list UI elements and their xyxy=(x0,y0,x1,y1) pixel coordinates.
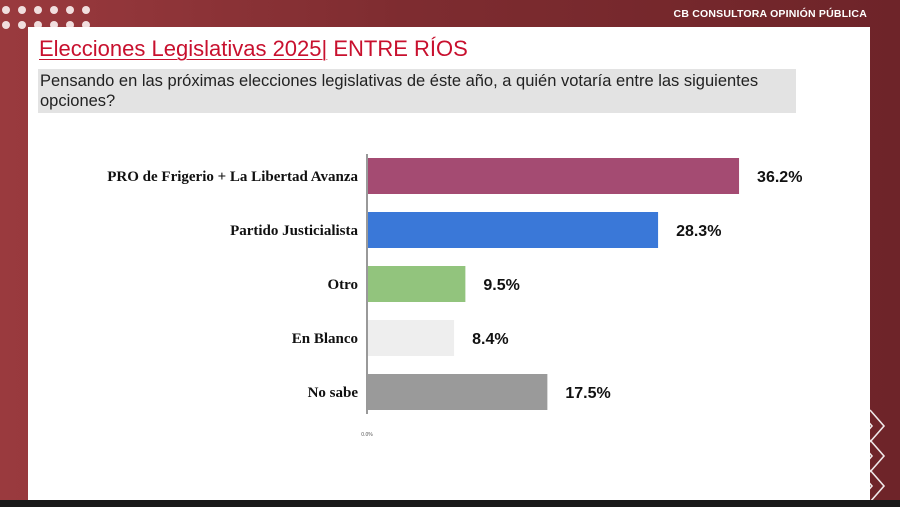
value-label: 17.5% xyxy=(565,385,610,402)
value-label: 9.5% xyxy=(483,277,519,294)
bar xyxy=(368,320,455,356)
bar xyxy=(368,158,740,194)
slide-panel: Elecciones Legislativas 2025| ENTRE RÍOS… xyxy=(28,27,870,500)
dot xyxy=(82,6,90,14)
brand-label: CB CONSULTORA OPINIÓN PÚBLICA xyxy=(673,8,867,20)
value-label: 28.3% xyxy=(676,223,721,240)
category-label: En Blanco xyxy=(292,331,358,347)
x-tick-label: 0.0% xyxy=(361,432,373,438)
bottom-strip xyxy=(0,500,900,507)
dot xyxy=(34,6,42,14)
bar xyxy=(368,374,548,410)
dot xyxy=(50,21,58,29)
dot xyxy=(50,6,58,14)
dot xyxy=(18,21,26,29)
category-label: Partido Justicialista xyxy=(230,223,358,239)
dot xyxy=(2,6,10,14)
bar-chart: 0.0% PRO de Frigerio + La Libertad Avanz… xyxy=(107,154,802,438)
bar xyxy=(368,212,659,248)
chevron-decoration-icon xyxy=(845,409,886,501)
category-label: No sabe xyxy=(308,385,359,401)
category-label: PRO de Frigerio + La Libertad Avanza xyxy=(107,169,358,185)
dot xyxy=(34,21,42,29)
page-title: Elecciones Legislativas 2025| ENTRE RÍOS xyxy=(39,36,468,62)
bar xyxy=(368,266,466,302)
dot xyxy=(82,21,90,29)
dot xyxy=(66,21,74,29)
title-main: Elecciones Legislativas 2025| xyxy=(39,36,328,61)
dot xyxy=(2,21,10,29)
dot xyxy=(66,6,74,14)
value-label: 8.4% xyxy=(472,331,508,348)
title-region: ENTRE RÍOS xyxy=(327,36,468,61)
question-text: Pensando en las próximas elecciones legi… xyxy=(38,69,796,113)
decorative-dots xyxy=(2,6,90,29)
category-label: Otro xyxy=(327,277,358,293)
dot xyxy=(18,6,26,14)
value-label: 36.2% xyxy=(757,169,802,186)
